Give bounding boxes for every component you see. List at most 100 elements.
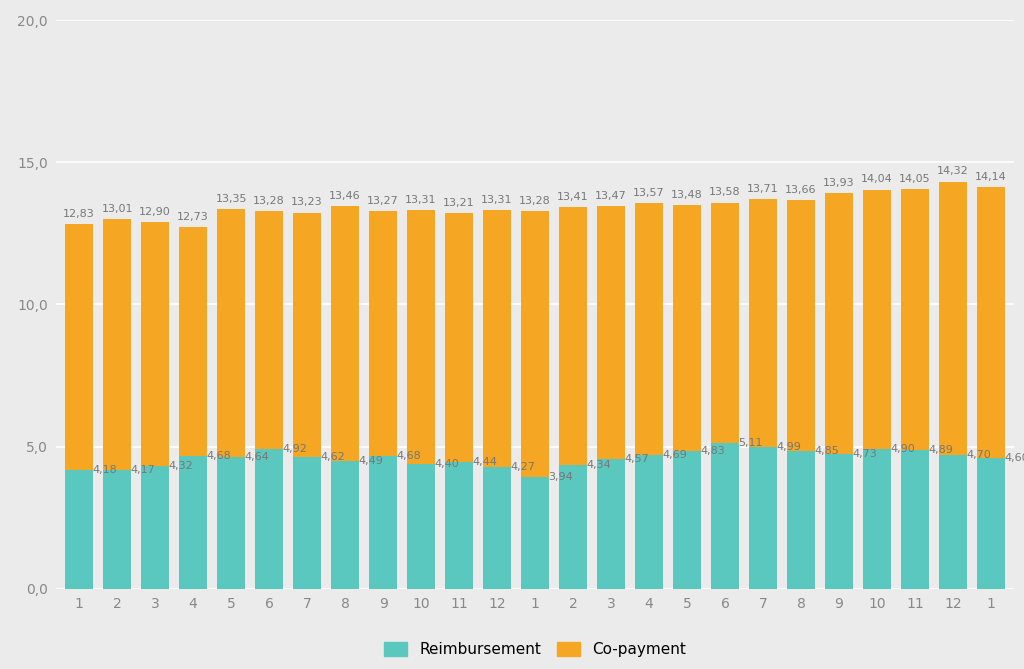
Text: 13,28: 13,28 xyxy=(519,196,551,206)
Bar xyxy=(444,462,473,589)
Text: 4,57: 4,57 xyxy=(625,454,649,464)
Text: 4,85: 4,85 xyxy=(814,446,839,456)
Bar xyxy=(293,213,322,458)
Bar xyxy=(407,464,435,589)
Text: 4,92: 4,92 xyxy=(283,444,307,454)
Bar xyxy=(141,222,169,466)
Bar xyxy=(863,189,891,450)
Bar xyxy=(977,187,1006,458)
Text: 4,64: 4,64 xyxy=(245,452,269,462)
Bar xyxy=(102,470,131,589)
Text: 14,04: 14,04 xyxy=(861,175,893,185)
Text: 4,34: 4,34 xyxy=(587,460,611,470)
Text: 12,83: 12,83 xyxy=(63,209,95,219)
Text: 4,73: 4,73 xyxy=(852,450,877,459)
Bar xyxy=(824,454,853,589)
Text: 4,60: 4,60 xyxy=(1005,453,1024,463)
Text: 13,47: 13,47 xyxy=(595,191,627,201)
Bar xyxy=(711,203,739,444)
Bar xyxy=(597,459,626,589)
Text: 4,62: 4,62 xyxy=(321,452,345,462)
Bar xyxy=(711,444,739,589)
Text: 4,83: 4,83 xyxy=(700,446,725,456)
Bar xyxy=(217,457,246,589)
Text: 14,14: 14,14 xyxy=(975,171,1007,181)
Bar xyxy=(824,193,853,454)
Text: 14,05: 14,05 xyxy=(899,174,931,184)
Text: 3,94: 3,94 xyxy=(548,472,573,482)
Legend: Reimbursement, Co-payment: Reimbursement, Co-payment xyxy=(378,636,692,664)
Bar xyxy=(635,456,664,589)
Text: 4,40: 4,40 xyxy=(434,459,459,468)
Bar xyxy=(749,199,777,447)
Bar xyxy=(369,456,397,589)
Bar xyxy=(179,227,207,456)
Text: 12,90: 12,90 xyxy=(139,207,171,217)
Bar xyxy=(939,181,968,455)
Bar xyxy=(102,219,131,470)
Bar xyxy=(255,211,284,449)
Text: 12,73: 12,73 xyxy=(177,211,209,221)
Text: 13,57: 13,57 xyxy=(633,188,665,198)
Bar xyxy=(597,206,626,459)
Bar xyxy=(559,207,588,466)
Bar xyxy=(939,455,968,589)
Bar xyxy=(217,209,246,457)
Bar xyxy=(482,210,511,468)
Bar xyxy=(786,451,815,589)
Bar xyxy=(673,205,701,452)
Text: 13,66: 13,66 xyxy=(785,185,817,195)
Bar xyxy=(444,213,473,462)
Text: 5,11: 5,11 xyxy=(738,438,763,448)
Text: 4,49: 4,49 xyxy=(358,456,383,466)
Bar xyxy=(749,447,777,589)
Bar xyxy=(635,203,664,456)
Bar xyxy=(331,206,359,461)
Bar xyxy=(179,456,207,589)
Text: 4,68: 4,68 xyxy=(207,451,231,461)
Bar xyxy=(901,450,929,589)
Text: 13,58: 13,58 xyxy=(710,187,740,197)
Text: 13,35: 13,35 xyxy=(215,194,247,204)
Bar xyxy=(293,458,322,589)
Text: 4,89: 4,89 xyxy=(929,445,953,455)
Text: 4,17: 4,17 xyxy=(130,465,156,475)
Bar xyxy=(369,211,397,456)
Text: 13,31: 13,31 xyxy=(481,195,513,205)
Text: 13,48: 13,48 xyxy=(671,191,702,200)
Bar xyxy=(977,458,1006,589)
Text: 13,71: 13,71 xyxy=(748,184,779,194)
Text: 4,32: 4,32 xyxy=(168,461,194,471)
Bar xyxy=(482,468,511,589)
Text: 13,01: 13,01 xyxy=(101,203,133,213)
Text: 4,44: 4,44 xyxy=(472,458,498,468)
Text: 13,23: 13,23 xyxy=(291,197,323,207)
Text: 4,70: 4,70 xyxy=(967,450,991,460)
Text: 13,41: 13,41 xyxy=(557,192,589,202)
Bar xyxy=(786,200,815,451)
Text: 4,69: 4,69 xyxy=(663,450,687,460)
Text: 4,18: 4,18 xyxy=(92,465,117,475)
Text: 13,31: 13,31 xyxy=(406,195,437,205)
Text: 13,93: 13,93 xyxy=(823,177,855,187)
Text: 4,27: 4,27 xyxy=(510,462,536,472)
Bar xyxy=(521,477,549,589)
Text: 13,46: 13,46 xyxy=(330,191,360,201)
Bar xyxy=(863,450,891,589)
Text: 4,99: 4,99 xyxy=(776,442,801,452)
Text: 4,68: 4,68 xyxy=(396,451,421,461)
Bar xyxy=(141,466,169,589)
Bar xyxy=(65,470,93,589)
Bar xyxy=(65,224,93,470)
Text: 13,27: 13,27 xyxy=(368,196,399,206)
Bar xyxy=(331,461,359,589)
Text: 14,32: 14,32 xyxy=(937,167,969,177)
Bar xyxy=(559,466,588,589)
Bar xyxy=(901,189,929,450)
Text: 13,21: 13,21 xyxy=(443,198,475,208)
Bar xyxy=(407,210,435,464)
Bar xyxy=(521,211,549,477)
Bar xyxy=(255,449,284,589)
Bar xyxy=(673,452,701,589)
Text: 4,90: 4,90 xyxy=(890,444,915,454)
